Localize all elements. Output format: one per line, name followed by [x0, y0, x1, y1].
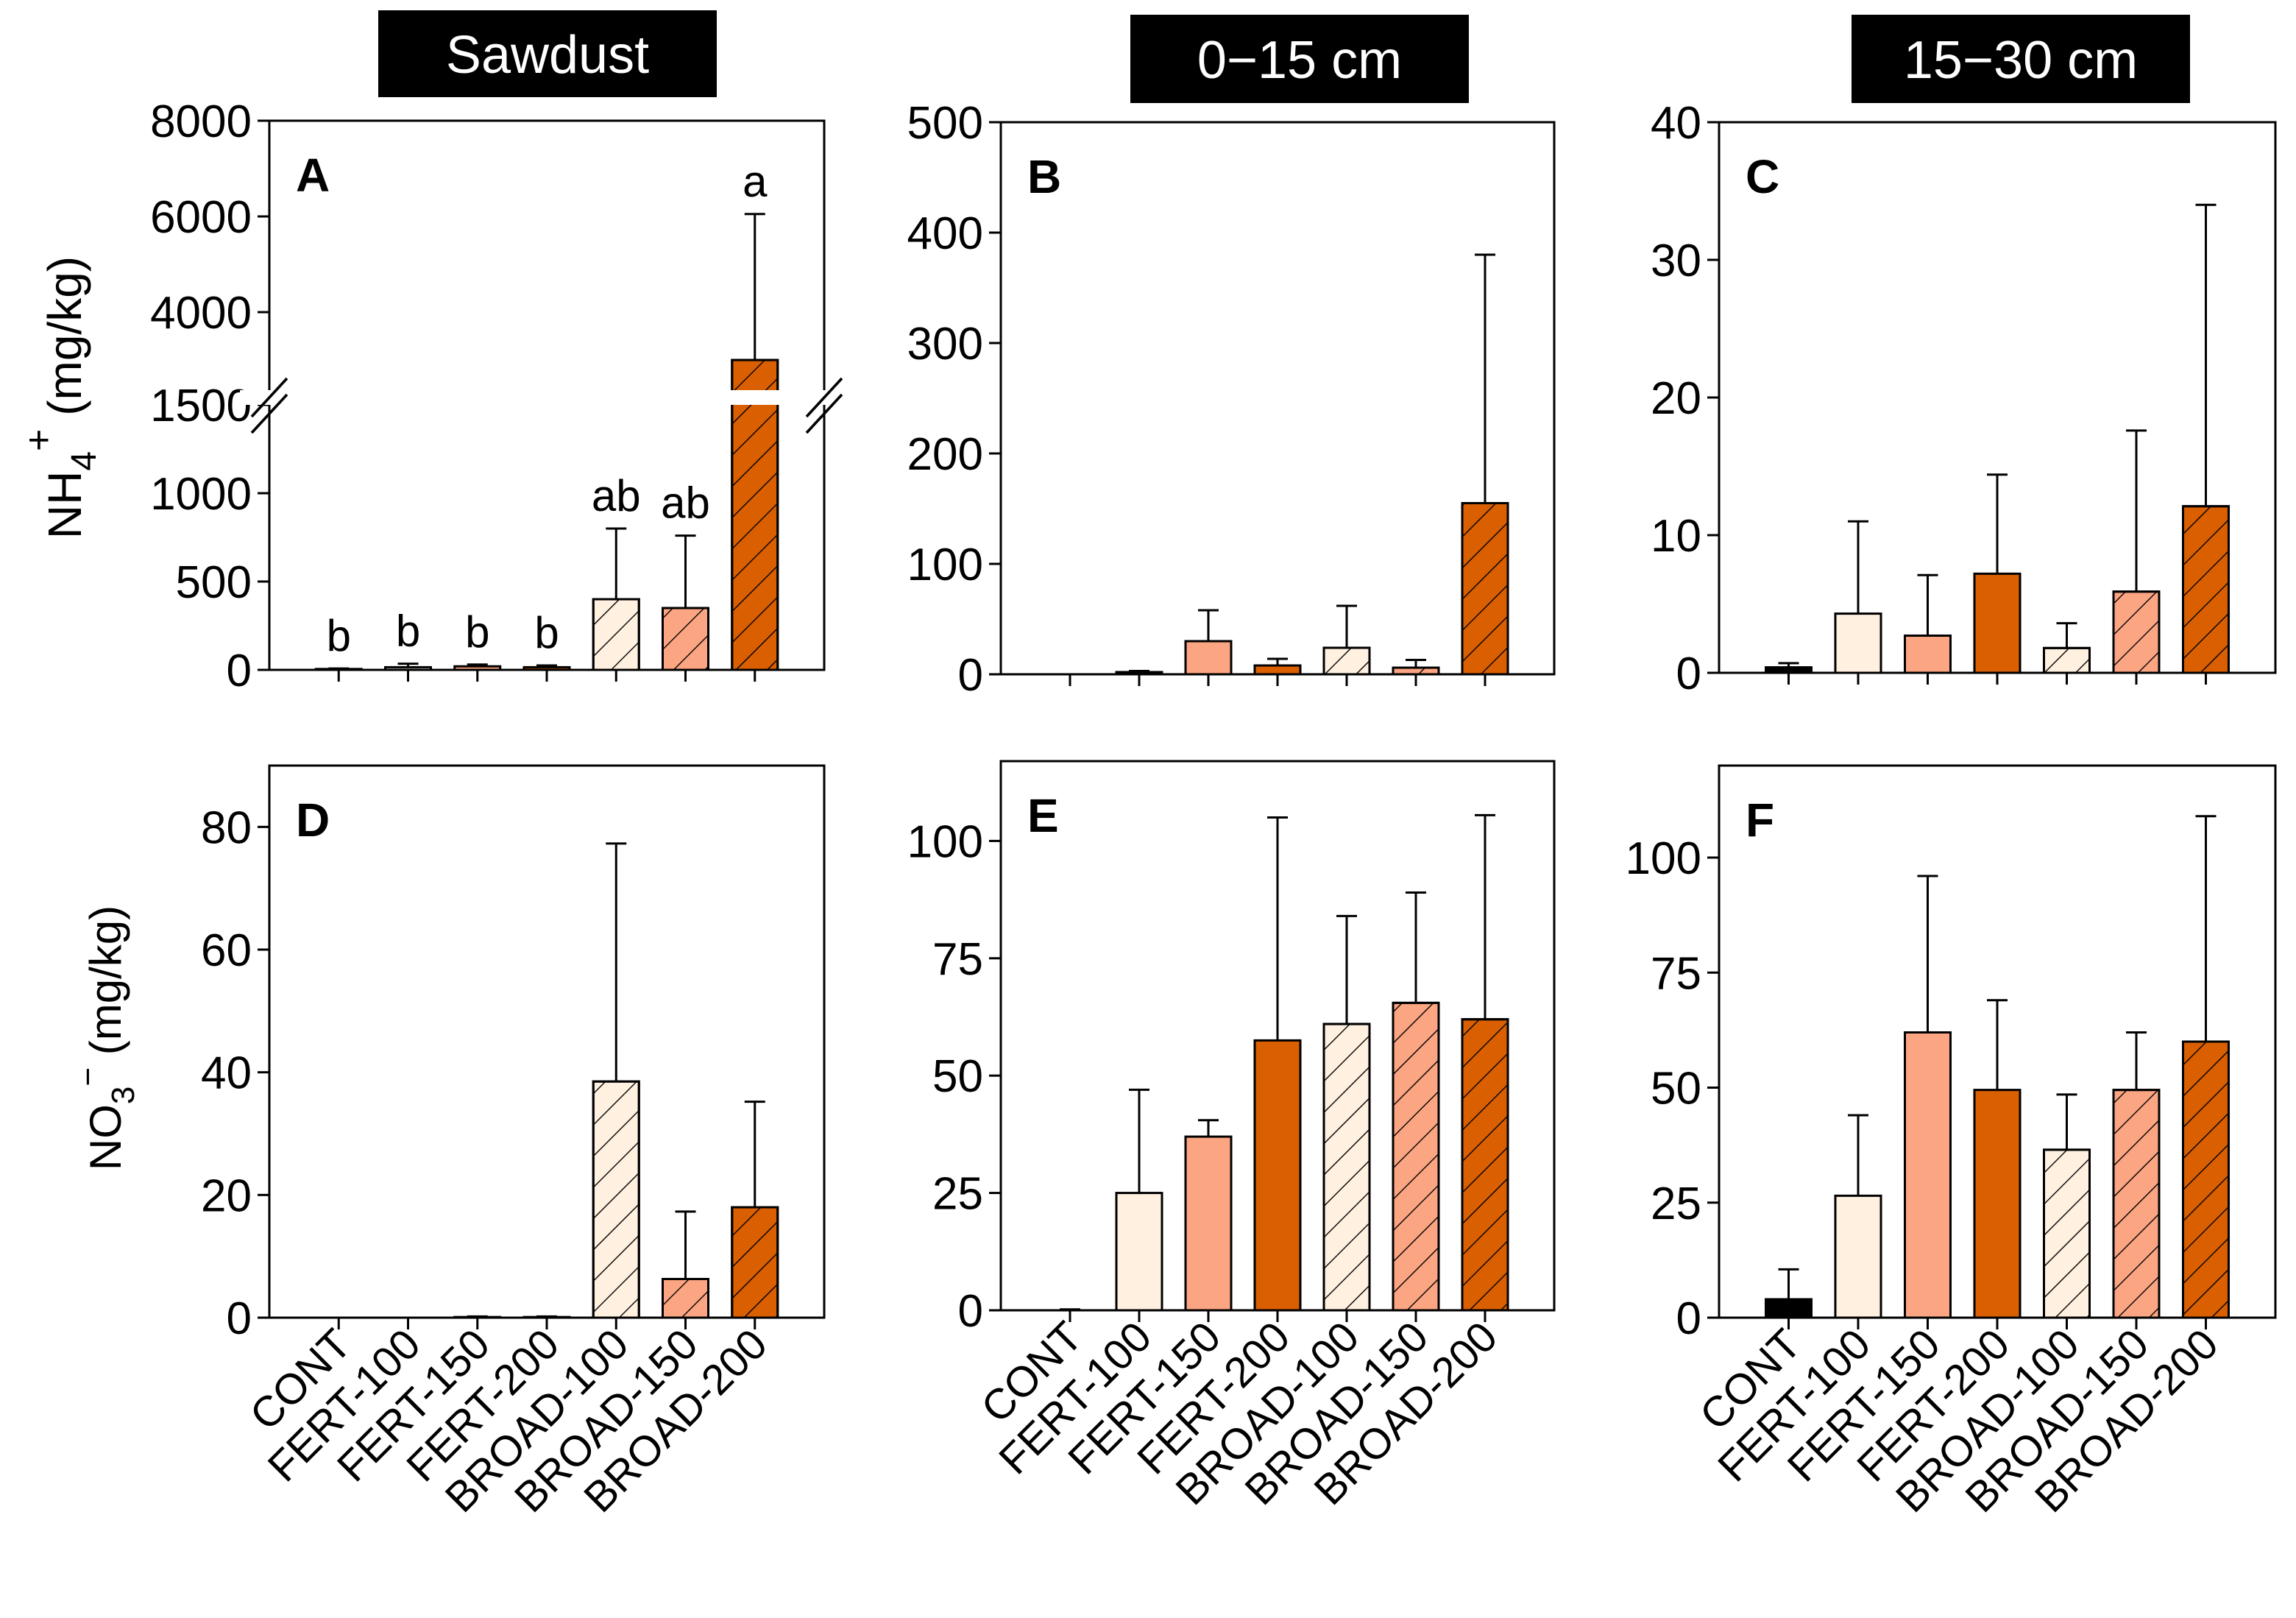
bar-hatch — [2182, 505, 2230, 674]
panel-header: 15−30 cm — [1904, 31, 2138, 90]
panel-header-box — [378, 10, 717, 97]
significance-letter: a — [743, 157, 768, 206]
panel-F: CONTFERT-100FERT-150FERT-200BROAD-100BRO… — [1626, 764, 2277, 1522]
panel-letter: E — [1027, 789, 1059, 842]
panel-C: 15−30 cm 0 10 20 30 40 C — [1651, 15, 2277, 699]
y-tick-label: 100 — [907, 540, 983, 590]
y-tick-label: 1000 — [150, 469, 252, 520]
y-tick-label: 300 — [907, 319, 983, 370]
bar-hatch — [662, 1278, 709, 1319]
bar-hatch — [1392, 1001, 1440, 1312]
bar — [1184, 1135, 1233, 1312]
bar-hatch — [2112, 590, 2161, 674]
panel-D: CONTFERT-100FERT-150FERT-200BROAD-100BRO… — [201, 764, 826, 1522]
bar — [1834, 612, 1882, 674]
significance-letter: b — [327, 611, 351, 660]
y-tick-label: 0 — [227, 646, 252, 696]
y-tick-label: 0 — [958, 650, 983, 701]
axis-break-slash — [250, 377, 288, 418]
axis-break-slash — [805, 393, 843, 434]
y-tick-label: 0 — [1676, 1293, 1701, 1344]
y-tick-label: 6000 — [150, 192, 252, 243]
bar-hatch — [1322, 1022, 1371, 1312]
y-tick-label: 50 — [932, 1051, 983, 1102]
plot-frame — [999, 760, 1556, 1312]
bar-hatch — [1461, 502, 1509, 676]
y-tick-label: 0 — [227, 1293, 252, 1344]
y-tick-label: 500 — [176, 557, 252, 608]
significance-letter: ab — [592, 471, 641, 520]
y-tick-label: 25 — [1651, 1179, 1701, 1229]
panel-header-box — [1130, 15, 1469, 103]
panel-letter: C — [1746, 150, 1779, 203]
y-tick-label: 80 — [201, 802, 252, 853]
significance-letter: b — [465, 607, 489, 657]
panel-letter: D — [296, 794, 330, 847]
y-tick-label: 100 — [1626, 833, 1701, 884]
bar — [1904, 1031, 1952, 1319]
y-tick-label: 20 — [1651, 373, 1701, 424]
bar-hatch — [662, 607, 709, 671]
panel-letter: B — [1027, 150, 1061, 203]
y-tick-label: 60 — [201, 925, 252, 976]
bar — [1973, 1089, 2022, 1319]
bar — [1973, 572, 2022, 674]
panel-E: CONTFERT-100FERT-150FERT-200BROAD-100BRO… — [907, 760, 1556, 1514]
bar — [1253, 1039, 1302, 1312]
y-tick-label: 4000 — [150, 288, 252, 339]
y-tick-label: 40 — [201, 1048, 252, 1099]
bar-hatch — [2112, 1089, 2161, 1319]
panel-letter: A — [296, 149, 330, 202]
y-tick-label: 0 — [958, 1286, 983, 1337]
y-tick-label: 40 — [1651, 98, 1701, 149]
plot-frame — [1718, 764, 2277, 1319]
y-tick-label: 75 — [1651, 948, 1701, 999]
panel-header: Sawdust — [446, 26, 649, 85]
axis-break-gap — [240, 390, 854, 405]
bar-hatch — [592, 598, 640, 671]
bar-hatch — [1322, 646, 1371, 676]
y-tick-label: 50 — [1651, 1064, 1701, 1114]
panel-header: 0−15 cm — [1197, 31, 1402, 90]
bar-hatch — [731, 1206, 779, 1319]
y-tick-label: 20 — [201, 1170, 252, 1221]
bar — [1115, 1192, 1163, 1312]
bar — [1904, 635, 1952, 674]
bar — [1184, 640, 1233, 676]
y-tick-label: 25 — [932, 1169, 983, 1220]
y-tick-label: 8000 — [150, 96, 252, 147]
y-tick-label: 400 — [907, 208, 983, 259]
bar-hatch — [592, 1080, 640, 1319]
bar — [1253, 664, 1302, 676]
axis-break-slash — [805, 377, 843, 418]
bar — [1765, 1298, 1813, 1319]
bar-hatch — [731, 358, 779, 671]
plot-frame — [268, 764, 826, 1319]
bar — [1834, 1194, 1882, 1319]
panel-header-box — [1852, 15, 2190, 103]
y-tick-label: 30 — [1651, 236, 1701, 286]
y-tick-label: 10 — [1651, 511, 1701, 562]
significance-letter: b — [534, 608, 559, 657]
y-tick-label: 500 — [907, 98, 983, 149]
y-tick-label: 1500 — [150, 381, 252, 431]
bar-hatch — [2182, 1040, 2230, 1319]
axis-break-slash — [250, 393, 288, 434]
plot-frame — [999, 121, 1556, 676]
significance-letter: b — [396, 607, 420, 656]
y-tick-label: 0 — [1676, 649, 1701, 699]
bar-hatch — [2043, 1148, 2091, 1319]
y-tick-label: 100 — [907, 816, 983, 867]
panel-letter: F — [1746, 794, 1774, 847]
bar-hatch — [1461, 1018, 1509, 1312]
panel-B: 0−15 cm 0 100 200 300 400 500 B — [907, 15, 1556, 701]
significance-letter: ab — [661, 478, 710, 528]
y-axis-label-nh4: NH4+ (mg/kg) — [18, 256, 104, 539]
bar-hatch — [2043, 646, 2091, 674]
y-axis-label-no3: NO3− (mg/kg) — [70, 905, 141, 1170]
y-tick-label: 200 — [907, 429, 983, 480]
y-tick-label: 75 — [932, 934, 983, 985]
